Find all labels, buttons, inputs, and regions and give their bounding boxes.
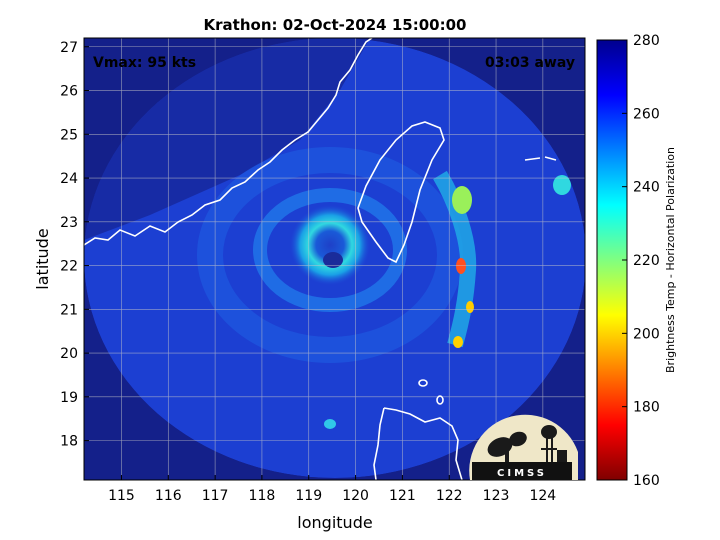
axes-frame (83, 37, 586, 481)
eyewall (290, 205, 370, 285)
rainband-cell-2 (456, 258, 466, 274)
grid (84, 38, 585, 480)
y-tick-label: 20 (60, 346, 78, 362)
colorbar-tick-label: 260 (633, 106, 660, 122)
eye (323, 252, 343, 268)
brightness-temperature-image (84, 38, 585, 480)
x-tick-label: 123 (483, 488, 510, 504)
y-tick-label: 23 (60, 215, 78, 231)
outer-rainband (197, 147, 463, 363)
luzon-coastline (373, 407, 463, 480)
ryukyu-islands (524, 156, 557, 161)
y-tick-label: 21 (60, 302, 78, 318)
colorbar-tick-label: 180 (633, 400, 660, 416)
colorbar-tick-label: 280 (633, 33, 660, 49)
islet-1 (418, 379, 428, 387)
china-coastline (84, 38, 373, 246)
rainband-cell-1 (452, 186, 472, 214)
colorbar-label: Brightness Temp - Horizontal Polarizatio… (664, 147, 677, 373)
x-tick-label: 119 (295, 488, 322, 504)
rainband-cell-4 (453, 336, 463, 348)
water-tower-icon (541, 425, 567, 462)
x-tick-label: 124 (529, 488, 556, 504)
colorbar-tick-label: 240 (633, 180, 660, 196)
southern-cell (324, 419, 336, 429)
colorbar-ticks: 280 260 240 220 200 180 160 (622, 33, 660, 489)
coastlines (84, 38, 557, 480)
logo-text: CIMSS (497, 468, 547, 479)
y-axis: 18 19 20 21 22 23 24 25 26 27 (60, 40, 89, 450)
chart-title: Krathon: 02-Oct-2024 15:00:00 (204, 16, 467, 34)
colorbar-tick-label: 220 (633, 253, 660, 269)
x-axis: 115 116 117 118 119 120 121 122 123 124 (108, 475, 556, 504)
rainband-cell-3 (466, 301, 474, 313)
cimss-logo: CIMSS (469, 414, 578, 480)
logo-band (472, 462, 572, 480)
y-tick-label: 26 (60, 84, 78, 100)
eastern-rainband (433, 170, 477, 348)
x-tick-label: 116 (155, 488, 182, 504)
inner-band (253, 188, 407, 312)
y-tick-label: 19 (60, 390, 78, 406)
colorbar-tick-label: 200 (633, 326, 660, 342)
y-tick-label: 25 (60, 127, 78, 143)
y-tick-label: 27 (60, 40, 78, 56)
x-tick-label: 115 (108, 488, 135, 504)
time-away-label: 03:03 away (485, 55, 575, 71)
satellite-dish-icon (487, 431, 527, 462)
vmax-label: Vmax: 95 kts (93, 55, 196, 71)
x-tick-label: 121 (389, 488, 416, 504)
x-tick-label: 118 (249, 488, 276, 504)
y-axis-label: latitude (33, 228, 52, 289)
taiwan-coastline (357, 121, 445, 264)
x-tick-label: 120 (342, 488, 369, 504)
x-tick-label: 117 (202, 488, 229, 504)
islet-2 (436, 395, 444, 405)
y-tick-label: 18 (60, 434, 78, 450)
northeast-cell (553, 175, 571, 195)
colorbar-tick-label: 160 (633, 473, 660, 489)
x-tick-label: 122 (436, 488, 463, 504)
x-axis-label: longitude (297, 513, 372, 532)
y-tick-label: 24 (60, 171, 78, 187)
y-tick-label: 22 (60, 259, 78, 275)
